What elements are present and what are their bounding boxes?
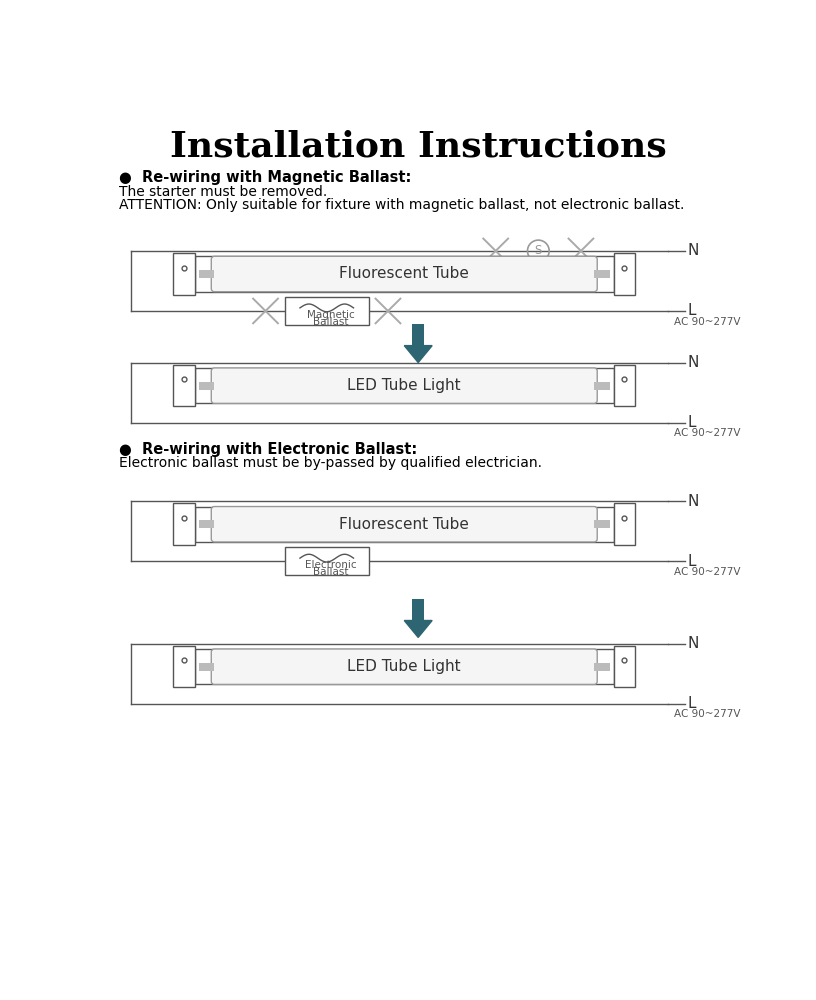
Text: L: L bbox=[688, 415, 696, 430]
Bar bbox=[285, 547, 369, 575]
Text: Electronic: Electronic bbox=[305, 560, 357, 570]
Bar bbox=[614, 253, 635, 295]
Text: AC 90~277V: AC 90~277V bbox=[674, 428, 740, 438]
Text: ATTENTION: Only suitable for fixture with magnetic ballast, not electronic balla: ATTENTION: Only suitable for fixture wit… bbox=[119, 198, 685, 212]
Bar bbox=[594, 663, 610, 671]
Text: Installation Instructions: Installation Instructions bbox=[170, 129, 667, 163]
Bar bbox=[195, 256, 614, 292]
Bar bbox=[199, 270, 215, 278]
Bar bbox=[614, 646, 635, 687]
Text: N: N bbox=[688, 243, 699, 258]
Text: AC 90~277V: AC 90~277V bbox=[674, 317, 740, 327]
Text: Fluorescent Tube: Fluorescent Tube bbox=[339, 266, 469, 282]
Bar bbox=[412, 324, 424, 346]
Bar bbox=[173, 253, 195, 295]
Text: AC 90~277V: AC 90~277V bbox=[674, 567, 740, 577]
Bar bbox=[412, 599, 424, 620]
Text: Fluorescent Tube: Fluorescent Tube bbox=[339, 517, 469, 532]
Text: ●  Re-wiring with Magnetic Ballast:: ● Re-wiring with Magnetic Ballast: bbox=[119, 170, 411, 185]
Bar bbox=[173, 503, 195, 545]
Bar bbox=[285, 297, 369, 325]
FancyBboxPatch shape bbox=[211, 507, 597, 542]
Text: Ballast: Ballast bbox=[313, 567, 348, 577]
Text: LED Tube Light: LED Tube Light bbox=[348, 378, 461, 393]
Text: L: L bbox=[688, 303, 696, 318]
Bar bbox=[614, 503, 635, 545]
Bar bbox=[195, 507, 614, 542]
Text: L: L bbox=[688, 696, 696, 711]
Bar bbox=[195, 368, 614, 403]
Bar bbox=[594, 520, 610, 528]
Text: N: N bbox=[688, 355, 699, 370]
Text: L: L bbox=[688, 554, 696, 569]
Polygon shape bbox=[404, 620, 432, 637]
Text: N: N bbox=[688, 494, 699, 509]
FancyBboxPatch shape bbox=[211, 368, 597, 403]
Text: ●  Re-wiring with Electronic Ballast:: ● Re-wiring with Electronic Ballast: bbox=[119, 442, 417, 457]
Text: Magnetic: Magnetic bbox=[307, 310, 354, 320]
Text: The starter must be removed.: The starter must be removed. bbox=[119, 185, 327, 199]
Polygon shape bbox=[404, 346, 432, 363]
FancyBboxPatch shape bbox=[211, 256, 597, 292]
Bar bbox=[199, 520, 215, 528]
Bar bbox=[173, 646, 195, 687]
Bar bbox=[199, 663, 215, 671]
Text: S: S bbox=[534, 244, 542, 257]
Bar bbox=[173, 365, 195, 406]
Bar bbox=[594, 382, 610, 389]
FancyBboxPatch shape bbox=[211, 649, 597, 684]
Bar bbox=[195, 649, 614, 684]
Bar bbox=[594, 270, 610, 278]
Text: N: N bbox=[688, 636, 699, 651]
Bar bbox=[199, 382, 215, 389]
Text: Electronic ballast must be by-passed by qualified electrician.: Electronic ballast must be by-passed by … bbox=[119, 456, 542, 470]
Text: LED Tube Light: LED Tube Light bbox=[348, 659, 461, 674]
Bar bbox=[614, 365, 635, 406]
Text: AC 90~277V: AC 90~277V bbox=[674, 709, 740, 719]
Text: Ballast: Ballast bbox=[313, 317, 348, 327]
